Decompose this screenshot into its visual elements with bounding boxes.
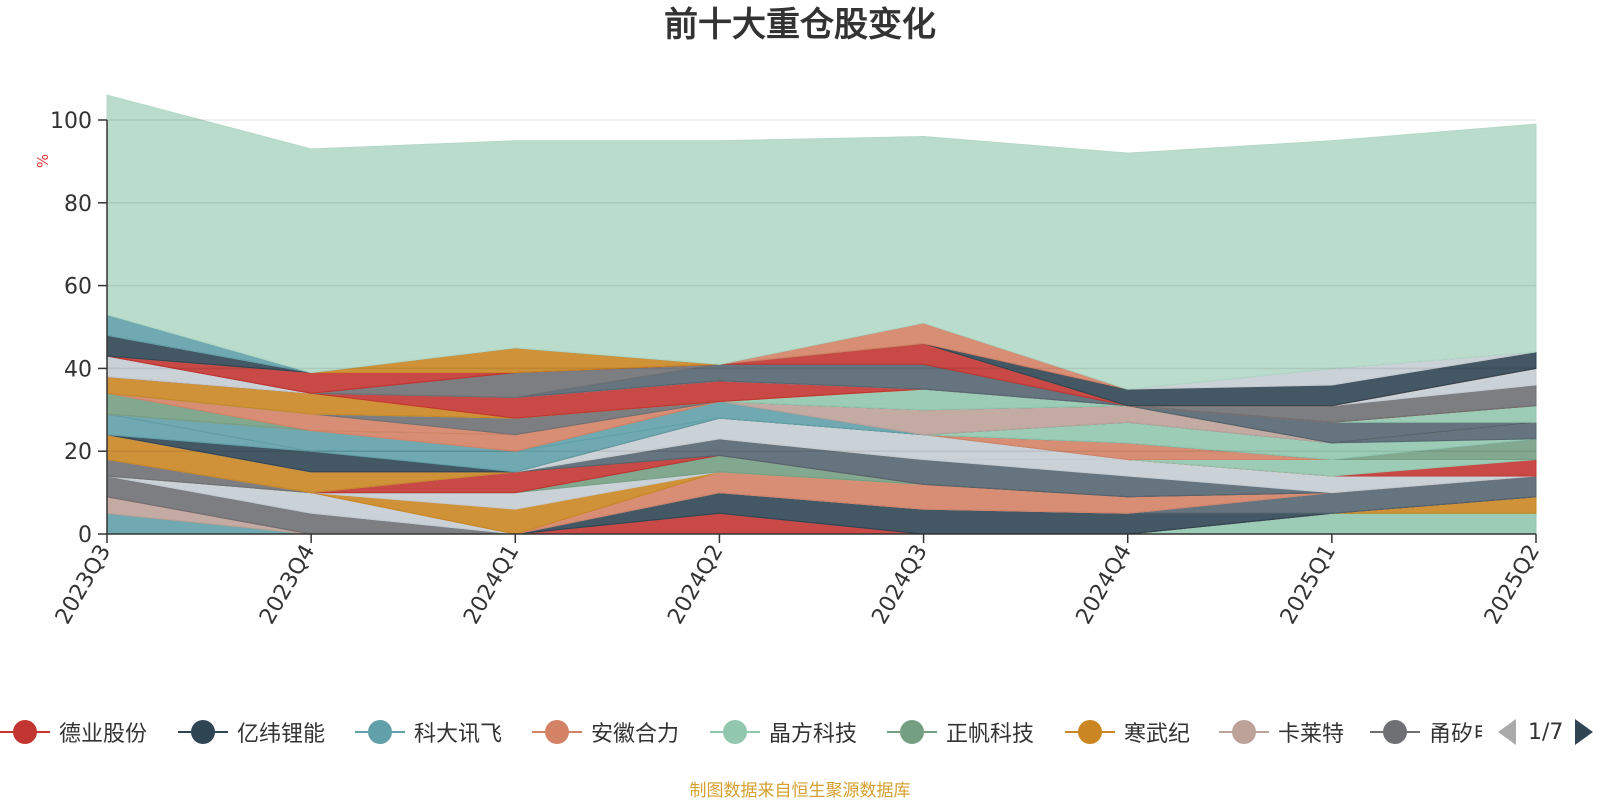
legend-label: 甬矽电子 bbox=[1429, 722, 1482, 747]
source-note: 制图数据来自恒生聚源数据库 bbox=[689, 781, 911, 801]
y-tick-label: 20 bbox=[64, 440, 92, 465]
legend-pager: 1/7 bbox=[1498, 712, 1594, 752]
legend-label: 德业股份 bbox=[59, 722, 148, 747]
legend-prev-icon[interactable] bbox=[1498, 719, 1516, 745]
y-tick-label: 0 bbox=[78, 523, 92, 548]
x-tick-label: 2024Q3 bbox=[867, 541, 932, 629]
x-tick-label: 2023Q3 bbox=[51, 541, 116, 629]
x-tick-label: 2024Q4 bbox=[1072, 541, 1137, 629]
x-tick-label: 2024Q2 bbox=[663, 541, 728, 629]
x-tick-label: 2023Q4 bbox=[255, 541, 320, 629]
legend-item[interactable]: 科大讯飞 bbox=[355, 712, 502, 752]
legend-marker-icon bbox=[178, 718, 228, 746]
legend-label: 正帆科技 bbox=[946, 722, 1035, 747]
legend-item[interactable]: 正帆科技 bbox=[887, 712, 1034, 752]
legend-item[interactable]: 亿纬锂能 bbox=[178, 712, 325, 752]
chart-title: 前十大重仓股变化 bbox=[664, 5, 936, 45]
legend: 德业股份 亿纬锂能 科大讯飞 安徽合力 晶方科技 正帆科技 寒武纪 卡莱特 甬矽电子 bbox=[0, 712, 1482, 752]
x-tick-label: 2024Q1 bbox=[459, 541, 524, 629]
series-layer bbox=[106, 94, 1537, 535]
legend-item[interactable]: 德业股份 bbox=[0, 712, 147, 752]
y-tick-label: 100 bbox=[50, 109, 92, 134]
chart-area: 0 20 40 60 80 100 2023Q3 2023Q4 2024Q1 2024Q2 2024… bbox=[34, 94, 1545, 629]
legend-next-icon[interactable] bbox=[1575, 719, 1594, 745]
legend-page-indicator: 1/7 bbox=[1528, 719, 1564, 745]
y-tick-label: 60 bbox=[64, 275, 92, 300]
legend-marker-icon bbox=[710, 718, 760, 746]
legend-item[interactable]: 安徽合力 bbox=[532, 712, 679, 752]
legend-label: 亿纬锂能 bbox=[237, 722, 326, 747]
series-area-52 bbox=[106, 94, 1537, 390]
legend-marker-icon bbox=[1219, 718, 1269, 746]
legend-marker-icon bbox=[1370, 718, 1420, 746]
legend-item[interactable]: 卡莱特 bbox=[1219, 712, 1344, 752]
y-tick-label: 40 bbox=[64, 357, 92, 382]
legend-label: 卡莱特 bbox=[1278, 722, 1345, 747]
y-axis-unit-label: % bbox=[34, 154, 52, 168]
legend-item[interactable]: 寒武纪 bbox=[1065, 712, 1190, 752]
x-tick-label: 2025Q2 bbox=[1480, 541, 1545, 629]
legend-marker-icon bbox=[532, 718, 582, 746]
legend-label: 安徽合力 bbox=[591, 722, 680, 747]
legend-label: 寒武纪 bbox=[1124, 722, 1191, 747]
legend-marker-icon bbox=[355, 718, 405, 746]
legend-marker-icon bbox=[1065, 718, 1115, 746]
legend-label: 晶方科技 bbox=[769, 722, 858, 747]
x-tick-label: 2025Q1 bbox=[1276, 541, 1341, 629]
legend-item[interactable]: 甬矽电子 bbox=[1370, 712, 1482, 752]
legend-marker-icon bbox=[0, 718, 50, 746]
legend-label: 科大讯飞 bbox=[414, 722, 503, 747]
grid-lines bbox=[107, 119, 1536, 452]
legend-marker-icon bbox=[887, 718, 937, 746]
y-tick-label: 80 bbox=[64, 192, 92, 217]
legend-item[interactable]: 晶方科技 bbox=[710, 712, 857, 752]
